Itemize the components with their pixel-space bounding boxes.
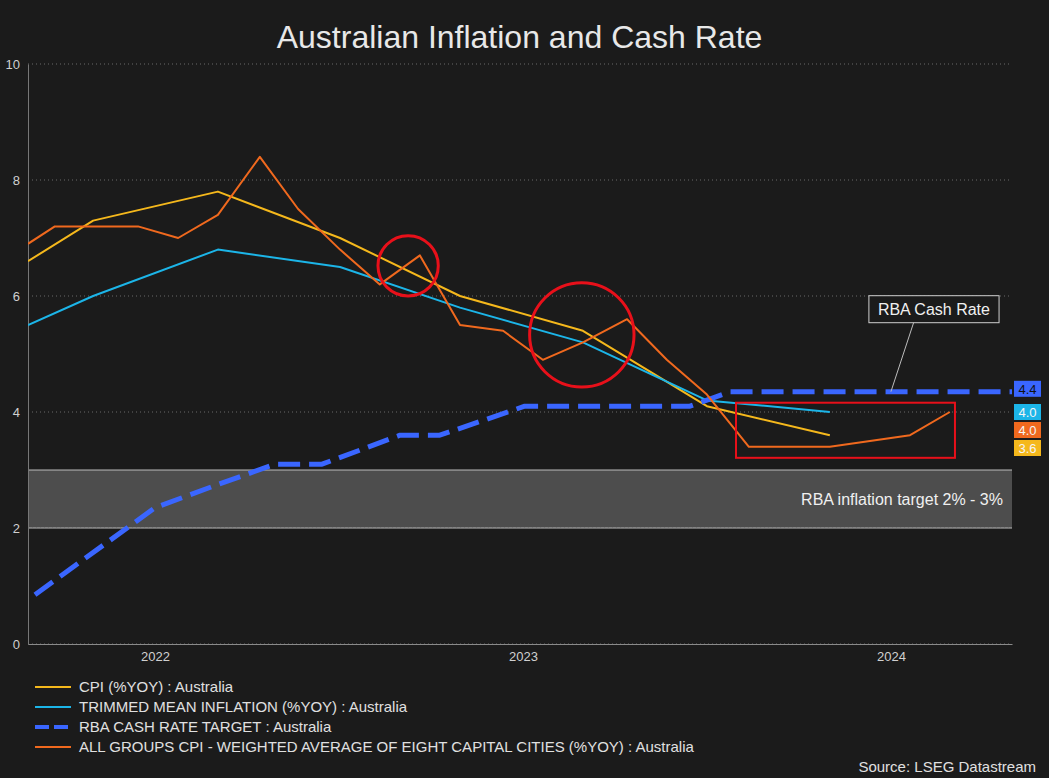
y-tick: 0: [13, 637, 28, 652]
annotations: RBA Cash Rate: [378, 236, 999, 458]
legend-item: CPI (%YOY) : Australia: [35, 678, 234, 695]
legend-item: TRIMMED MEAN INFLATION (%YOY) : Australi…: [35, 698, 408, 715]
callout-box: [869, 296, 999, 323]
end-label-text: 4.0: [1018, 423, 1036, 438]
y-tick: 4: [13, 405, 28, 420]
grid-line: [28, 644, 1012, 645]
callout: RBA Cash Rate: [869, 296, 999, 392]
x-axis-line: [29, 644, 1013, 645]
x-tick-label: 2024: [877, 649, 906, 664]
end-label: 3.6: [1014, 440, 1041, 456]
grid-line: [28, 296, 1012, 297]
y-tick-label: 2: [13, 521, 20, 536]
y-tick: 6: [13, 289, 28, 304]
x-tick: 2022: [141, 644, 170, 664]
legend-label: TRIMMED MEAN INFLATION (%YOY) : Australi…: [79, 698, 408, 715]
target-band-edge: [28, 470, 1012, 471]
legend-swatch: [35, 725, 71, 729]
x-tick: 2024: [877, 644, 906, 664]
y-tick: 2: [13, 521, 28, 536]
grid-line: [28, 180, 1012, 181]
callout-text: RBA Cash Rate: [878, 301, 990, 318]
series-line: [28, 250, 830, 412]
end-labels: 3.6 4.0 4.4 4.0: [1014, 381, 1041, 456]
legend-item: RBA CASH RATE TARGET : Australia: [35, 718, 332, 735]
end-label: 4.0: [1014, 422, 1041, 438]
background: [0, 0, 1049, 778]
end-label-text: 3.6: [1018, 441, 1036, 456]
end-label: 4.4: [1014, 381, 1041, 397]
legend-swatch: [35, 706, 71, 708]
highlight-rect: [736, 403, 955, 458]
legend-label: CPI (%YOY) : Australia: [79, 678, 234, 695]
y-tick: 8: [13, 173, 28, 188]
y-axis: 0 2 4 6 8 10: [6, 57, 29, 652]
end-label: 4.0: [1014, 404, 1041, 420]
grid-line: [28, 64, 1012, 65]
end-label-text: 4.4: [1018, 382, 1036, 397]
x-tick-label: 2023: [509, 649, 538, 664]
end-label-box: [1014, 404, 1041, 420]
y-tick-label: 10: [6, 57, 20, 72]
y-tick: 10: [6, 57, 28, 72]
chart-svg: RBA inflation target 2% - 3%024681020222…: [0, 0, 1049, 778]
y-tick-label: 4: [13, 405, 20, 420]
end-label-box: [1014, 422, 1041, 438]
legend-label: RBA CASH RATE TARGET : Australia: [79, 718, 332, 735]
chart-title: Australian Inflation and Cash Rate: [277, 19, 763, 55]
y-tick-label: 8: [13, 173, 20, 188]
legend-swatch: [35, 746, 71, 748]
legend-swatch: [35, 686, 71, 688]
end-label-box: [1014, 440, 1041, 456]
callout-leader: [891, 322, 914, 392]
x-tick-label: 2022: [141, 649, 170, 664]
source-note: Source: LSEG Datastream: [858, 758, 1036, 775]
lines: [28, 157, 1012, 595]
grid: [28, 64, 1012, 644]
series-line: [35, 392, 1012, 595]
highlight-circle: [378, 236, 438, 296]
legend-label: ALL GROUPS CPI - WEIGHTED AVERAGE OF EIG…: [79, 738, 695, 755]
y-tick-label: 0: [13, 637, 20, 652]
y-tick-label: 6: [13, 289, 20, 304]
target-band-edge: [28, 528, 1012, 529]
highlight-circle: [530, 283, 634, 387]
x-axis: 2022 2023 2024: [29, 644, 1013, 664]
end-label-box: [1014, 381, 1041, 397]
target-band-label: RBA inflation target 2% - 3%: [801, 491, 1003, 508]
legend-item: ALL GROUPS CPI - WEIGHTED AVERAGE OF EIG…: [35, 738, 695, 755]
grid-line: [28, 528, 1012, 529]
grid-line: [28, 412, 1012, 413]
end-label-text: 4.0: [1018, 405, 1036, 420]
y-axis-line: [28, 65, 29, 645]
x-tick: 2023: [509, 644, 538, 664]
legend: CPI (%YOY) : Australia TRIMMED MEAN INFLA…: [35, 678, 695, 755]
